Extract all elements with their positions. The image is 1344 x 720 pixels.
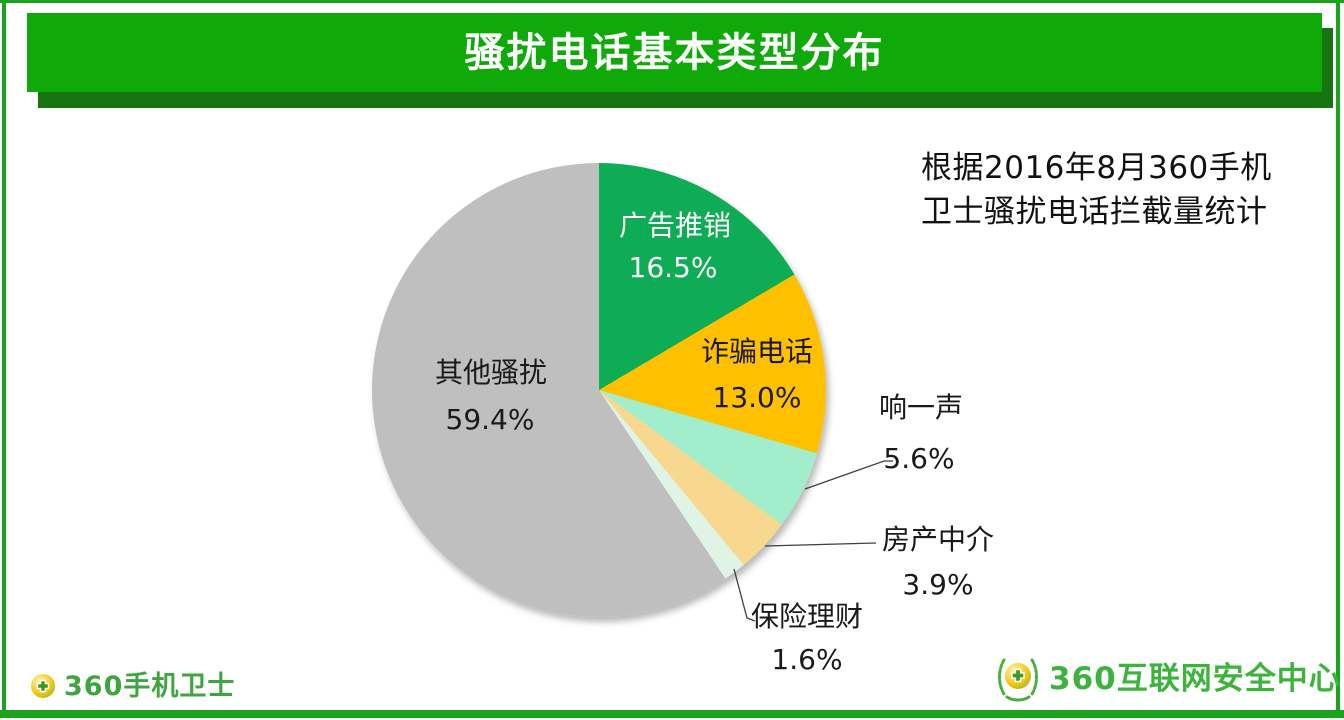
frame-left-line [2,0,6,714]
slice-pct-ring-once: 5.6% [883,442,955,475]
slice-label-insurance: 保险理财 [750,600,864,633]
mobile-guard-logo-text: 360手机卫士 [64,670,236,702]
slice-label-other: 其他骚扰 [434,356,548,389]
mobile-guard-logo: 360手机卫士 [30,668,235,704]
security-center-logo-text: 360互联网安全中心 [1049,660,1341,697]
slice-label-real-estate: 房产中介 [881,523,995,556]
source-annotation-line2: 卫士骚扰电话拦截量统计 [921,194,1268,230]
pie-chart [372,163,826,617]
source-annotation: 根据2016年8月360手机 卫士骚扰电话拦截量统计 [921,146,1301,234]
frame-right-line [1336,0,1340,714]
leader-line-ring-once [804,460,893,490]
source-annotation-line1: 根据2016年8月360手机 [921,150,1272,186]
slice-pct-insurance: 1.6% [771,643,843,676]
frame-bottom-bar [0,710,1344,718]
slice-label-fraud-calls: 诈骗电话 [700,335,814,368]
slice-pct-fraud-calls: 13.0% [712,381,802,414]
page-title: 骚扰电话基本类型分布 [464,29,885,76]
slice-label-ad-sales: 广告推销 [618,209,732,242]
security-center-logo: 360互联网安全中心 [995,653,1341,705]
slice-pct-other: 59.4% [445,403,535,436]
slice-pct-real-estate: 3.9% [902,568,974,601]
leader-line-real-estate [764,542,877,547]
frame-top-line [0,0,1344,3]
title-banner: 骚扰电话基本类型分布 [27,13,1322,92]
security-center-wreath-icon [998,658,1038,702]
slice-pct-ad-sales: 16.5% [628,251,718,284]
360-ball-icon [31,674,55,698]
slice-label-ring-once: 响一声 [878,391,964,424]
